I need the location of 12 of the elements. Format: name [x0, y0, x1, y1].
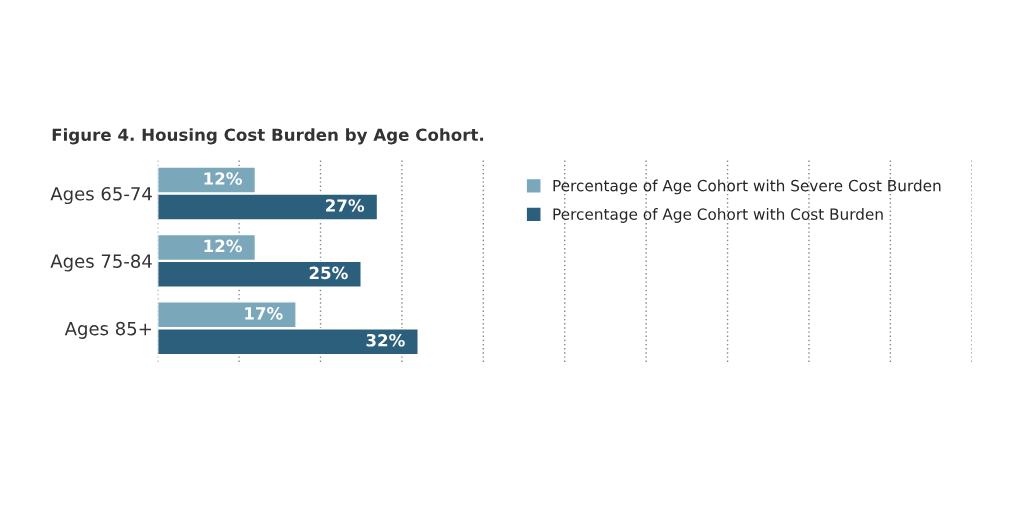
- data-label: 12%: [204, 239, 242, 253]
- data-label: 32%: [366, 333, 405, 347]
- data-label: 27%: [326, 199, 365, 212]
- chart-title: Figure 4. Housing Cost Burden by Age Cohort.: [52, 128, 484, 145]
- data-label: 25%: [309, 266, 348, 280]
- y-tick-label: Ages 75-84: [50, 254, 152, 272]
- data-label: 17%: [245, 307, 283, 320]
- y-tick-label: Ages 65-74: [50, 186, 152, 205]
- y-tick-label: Ages 85+: [64, 321, 151, 339]
- legend-label: Percentage of Age Cohort with Severe Cost Burden: [553, 179, 941, 195]
- data-label: 12%: [204, 172, 242, 185]
- legend-label: Percentage of Age Cohort with Cost Burden: [553, 208, 883, 223]
